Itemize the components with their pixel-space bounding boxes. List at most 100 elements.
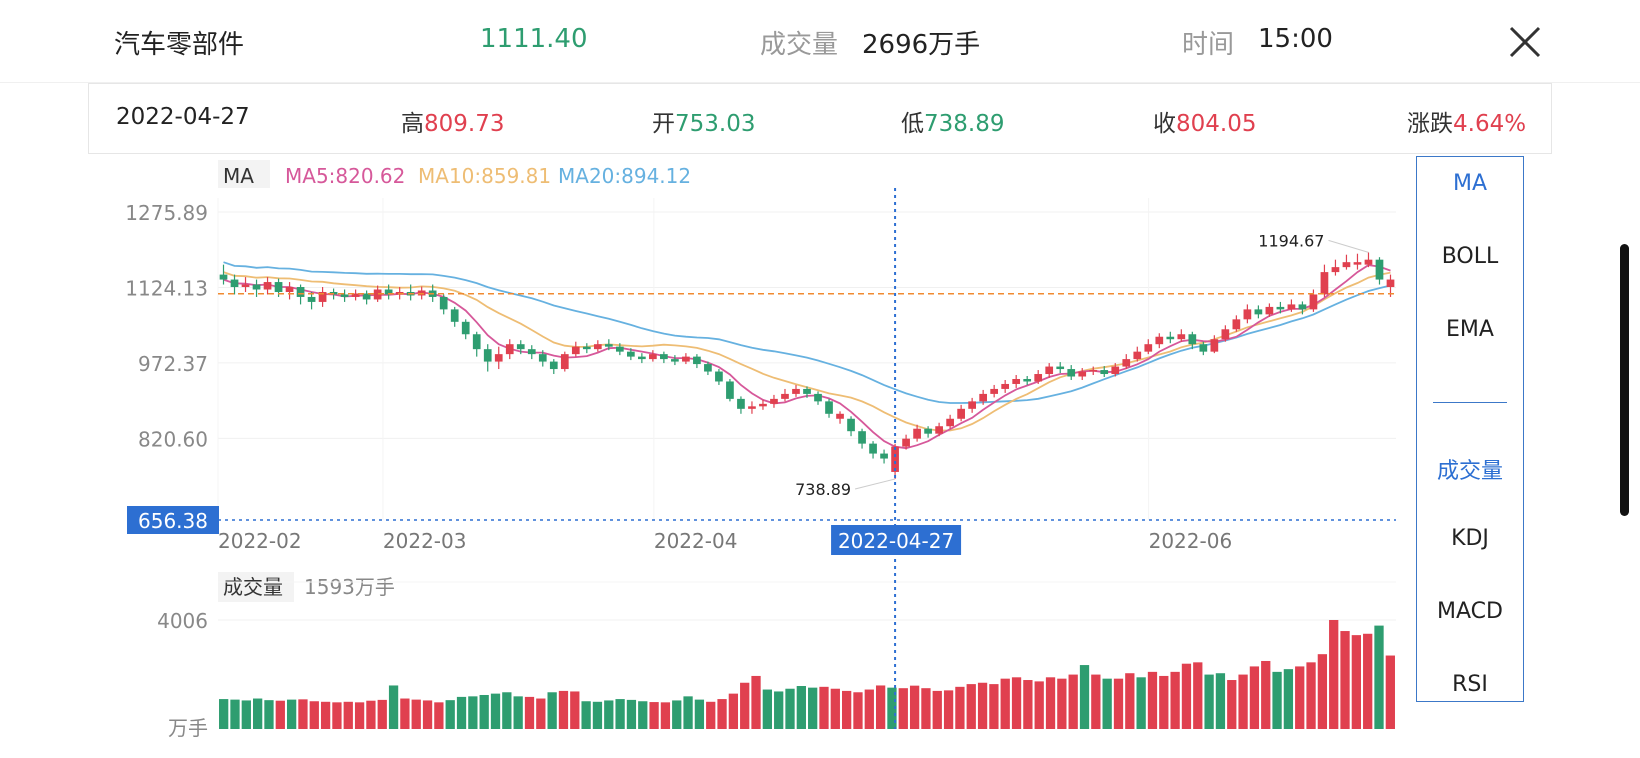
candle-body <box>351 293 360 297</box>
candle-body <box>1188 334 1197 345</box>
volume-bar <box>490 693 501 729</box>
time-value: 15:00 <box>1258 24 1333 54</box>
kline-chart[interactable]: MA MA5:820.62 MA10:859.81 MA20:894.12 12… <box>0 150 1416 758</box>
volume-bar <box>547 692 557 729</box>
candle-body <box>1089 370 1098 372</box>
volume-bar <box>1000 678 1010 729</box>
candle-body <box>1122 359 1131 367</box>
volume-bar <box>932 690 942 729</box>
low-pointer <box>854 478 896 490</box>
crosshair-date-label: 2022-04-27 <box>838 529 954 553</box>
volume-bar <box>683 696 693 729</box>
candle-body <box>494 354 503 362</box>
candle-body <box>1078 371 1087 377</box>
volume-bar <box>1261 660 1271 729</box>
x-tick-label: 2022-04 <box>654 529 738 553</box>
candle-body <box>979 393 988 402</box>
volume-bar <box>694 699 705 729</box>
candle-body <box>1144 344 1153 352</box>
volume-panel-value: 1593万手 <box>304 575 395 599</box>
ma20-legend: MA20:894.12 <box>558 164 691 188</box>
candle-body <box>957 408 965 419</box>
candle-body <box>1100 370 1109 375</box>
candle-body <box>549 361 558 370</box>
volume-value: 2696万手 <box>862 30 981 60</box>
menu-volume[interactable]: 成交量 <box>1436 459 1503 484</box>
volume-axis-label: 4006 <box>157 609 208 633</box>
volume-bar <box>581 701 591 729</box>
close-button[interactable] <box>1505 22 1545 62</box>
menu-rsi[interactable]: RSI <box>1452 672 1488 697</box>
volume-bar <box>343 701 353 729</box>
candle-body <box>1155 336 1164 345</box>
volume-bar <box>1238 674 1248 729</box>
close-label: 收 <box>1153 111 1176 137</box>
crosshair-date-bg <box>831 525 962 555</box>
menu-ema[interactable]: EMA <box>1446 317 1494 342</box>
candle-body <box>483 349 492 362</box>
menu-ma[interactable]: MA <box>1452 171 1488 196</box>
candle-body <box>340 294 349 297</box>
y-tick-label: 820.60 <box>138 427 208 451</box>
menu-macd[interactable]: MACD <box>1437 599 1503 624</box>
time-label: 时间 <box>1182 30 1235 60</box>
candle-body <box>439 296 448 310</box>
candle-body <box>417 290 426 296</box>
candle-body <box>880 453 888 459</box>
candle-body <box>230 279 239 288</box>
volume-bar <box>604 700 614 729</box>
high-annotation: 1194.67 <box>1258 231 1324 250</box>
volume-bar <box>502 692 512 729</box>
scrollbar[interactable] <box>1620 244 1629 516</box>
volume-bar <box>660 702 671 729</box>
open-value: 753.03 <box>675 111 756 137</box>
candle-body <box>296 287 305 297</box>
ma10-legend: MA10:859.81 <box>418 164 551 188</box>
chart-grid <box>217 198 1396 521</box>
volume-bar <box>1295 666 1305 729</box>
volume-bar <box>796 686 806 729</box>
volume-bar <box>1023 680 1033 729</box>
menu-boll[interactable]: BOLL <box>1441 244 1499 269</box>
volume-bar <box>456 696 467 729</box>
candle-body <box>1210 339 1219 352</box>
volume-bar <box>638 701 648 729</box>
candle-body <box>1320 272 1329 295</box>
candle-body <box>1232 319 1241 330</box>
candle-body <box>604 344 613 347</box>
candle-body <box>913 428 921 439</box>
candle-body <box>803 388 811 394</box>
volume-bar <box>785 688 795 729</box>
volume-bar <box>1011 677 1022 729</box>
candle-body <box>682 356 690 362</box>
volume-bar <box>898 688 908 729</box>
ma5-legend: MA5:820.62 <box>285 164 405 188</box>
candle-body <box>582 346 591 350</box>
header-bar: 汽车零部件 1111.40 成交量 2696万手 时间 15:00 <box>0 0 1640 83</box>
candle-body <box>858 431 866 444</box>
volume-bar <box>1079 665 1090 729</box>
candle-body <box>781 393 789 399</box>
volume-bar <box>875 685 886 729</box>
candle-body <box>626 351 635 357</box>
volume-bar <box>1306 662 1316 729</box>
close-value: 804.05 <box>1176 111 1257 137</box>
volume-bar <box>479 694 489 729</box>
candle-body <box>814 393 822 402</box>
volume-bar <box>955 686 965 729</box>
volume-bar <box>309 701 319 729</box>
sector-name: 汽车零部件 <box>114 30 245 60</box>
candle-body <box>1309 294 1318 310</box>
menu-kdj[interactable]: KDJ <box>1451 526 1489 551</box>
volume-unit-label: 万手 <box>168 716 208 740</box>
candle-body <box>538 354 547 362</box>
volume-bar <box>332 702 342 729</box>
change-value: 4.64% <box>1453 111 1527 137</box>
volume-bar <box>751 675 761 729</box>
y-tick-label: 972.37 <box>138 352 208 376</box>
candle-body <box>924 428 932 434</box>
volume-bar <box>422 700 433 729</box>
volume-bar <box>1181 663 1192 729</box>
volume-bar <box>1057 678 1067 729</box>
candle-body <box>516 344 525 350</box>
